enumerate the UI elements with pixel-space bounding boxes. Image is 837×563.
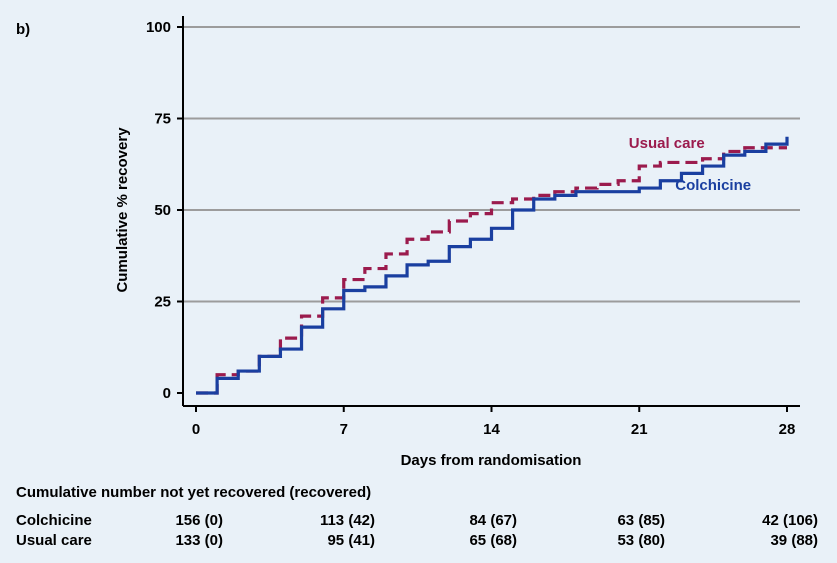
risk-cell: 39 (88) (770, 532, 818, 549)
x-axis-title: Days from randomisation (401, 452, 582, 469)
risk-row-usual-care: Usual care 133 (0) 95 (41) 65 (68) 53 (8… (0, 532, 837, 552)
x-tick-label: 21 (631, 421, 648, 438)
risk-cell: 65 (68) (469, 532, 517, 549)
risk-cell: 113 (42) (319, 512, 375, 529)
series-lines (196, 136, 789, 395)
x-tick-label: 7 (340, 421, 348, 438)
x-tick-labels: 0 7 14 21 28 (192, 421, 796, 438)
panel-label: b) (16, 21, 30, 38)
risk-cell: 63 (85) (617, 512, 665, 529)
x-tick-label: 28 (779, 421, 796, 438)
y-tick-label: 25 (154, 294, 171, 311)
gridlines (183, 26, 800, 303)
risk-cell: 42 (106) (762, 512, 818, 529)
y-tick-label: 50 (154, 202, 171, 219)
y-tick-label: 0 (163, 385, 171, 402)
x-tick-label: 14 (483, 421, 500, 438)
risk-cell: 84 (67) (469, 512, 517, 529)
risk-table-title: Cumulative number not yet recovered (rec… (16, 484, 372, 501)
risk-cell: 156 (0) (175, 512, 223, 529)
risk-cell: 95 (41) (327, 532, 375, 549)
risk-cell: 53 (80) (617, 532, 665, 549)
x-tick-label: 0 (192, 421, 200, 438)
km-chart: b) 0 25 50 75 100 0 7 14 21 28 Usual care Colchic… (16, 16, 800, 469)
series-label: Usual care (629, 135, 705, 152)
y-tick-label: 75 (154, 111, 171, 128)
series-label: Colchicine (675, 177, 751, 194)
risk-row-colchicine: Colchicine 156 (0) 113 (42) 84 (67) 63 (… (0, 512, 837, 532)
risk-row-label: Usual care (16, 532, 92, 549)
y-tick-label: 100 (146, 19, 171, 36)
y-tick-labels: 0 25 50 75 100 (146, 19, 171, 402)
y-axis-title: Cumulative % recovery (114, 127, 131, 293)
series-labels: Usual care Colchicine (629, 135, 751, 194)
risk-row-label: Colchicine (16, 512, 92, 529)
axes (177, 16, 800, 412)
risk-cell: 133 (0) (175, 532, 223, 549)
series-line-colchicine (196, 136, 789, 395)
